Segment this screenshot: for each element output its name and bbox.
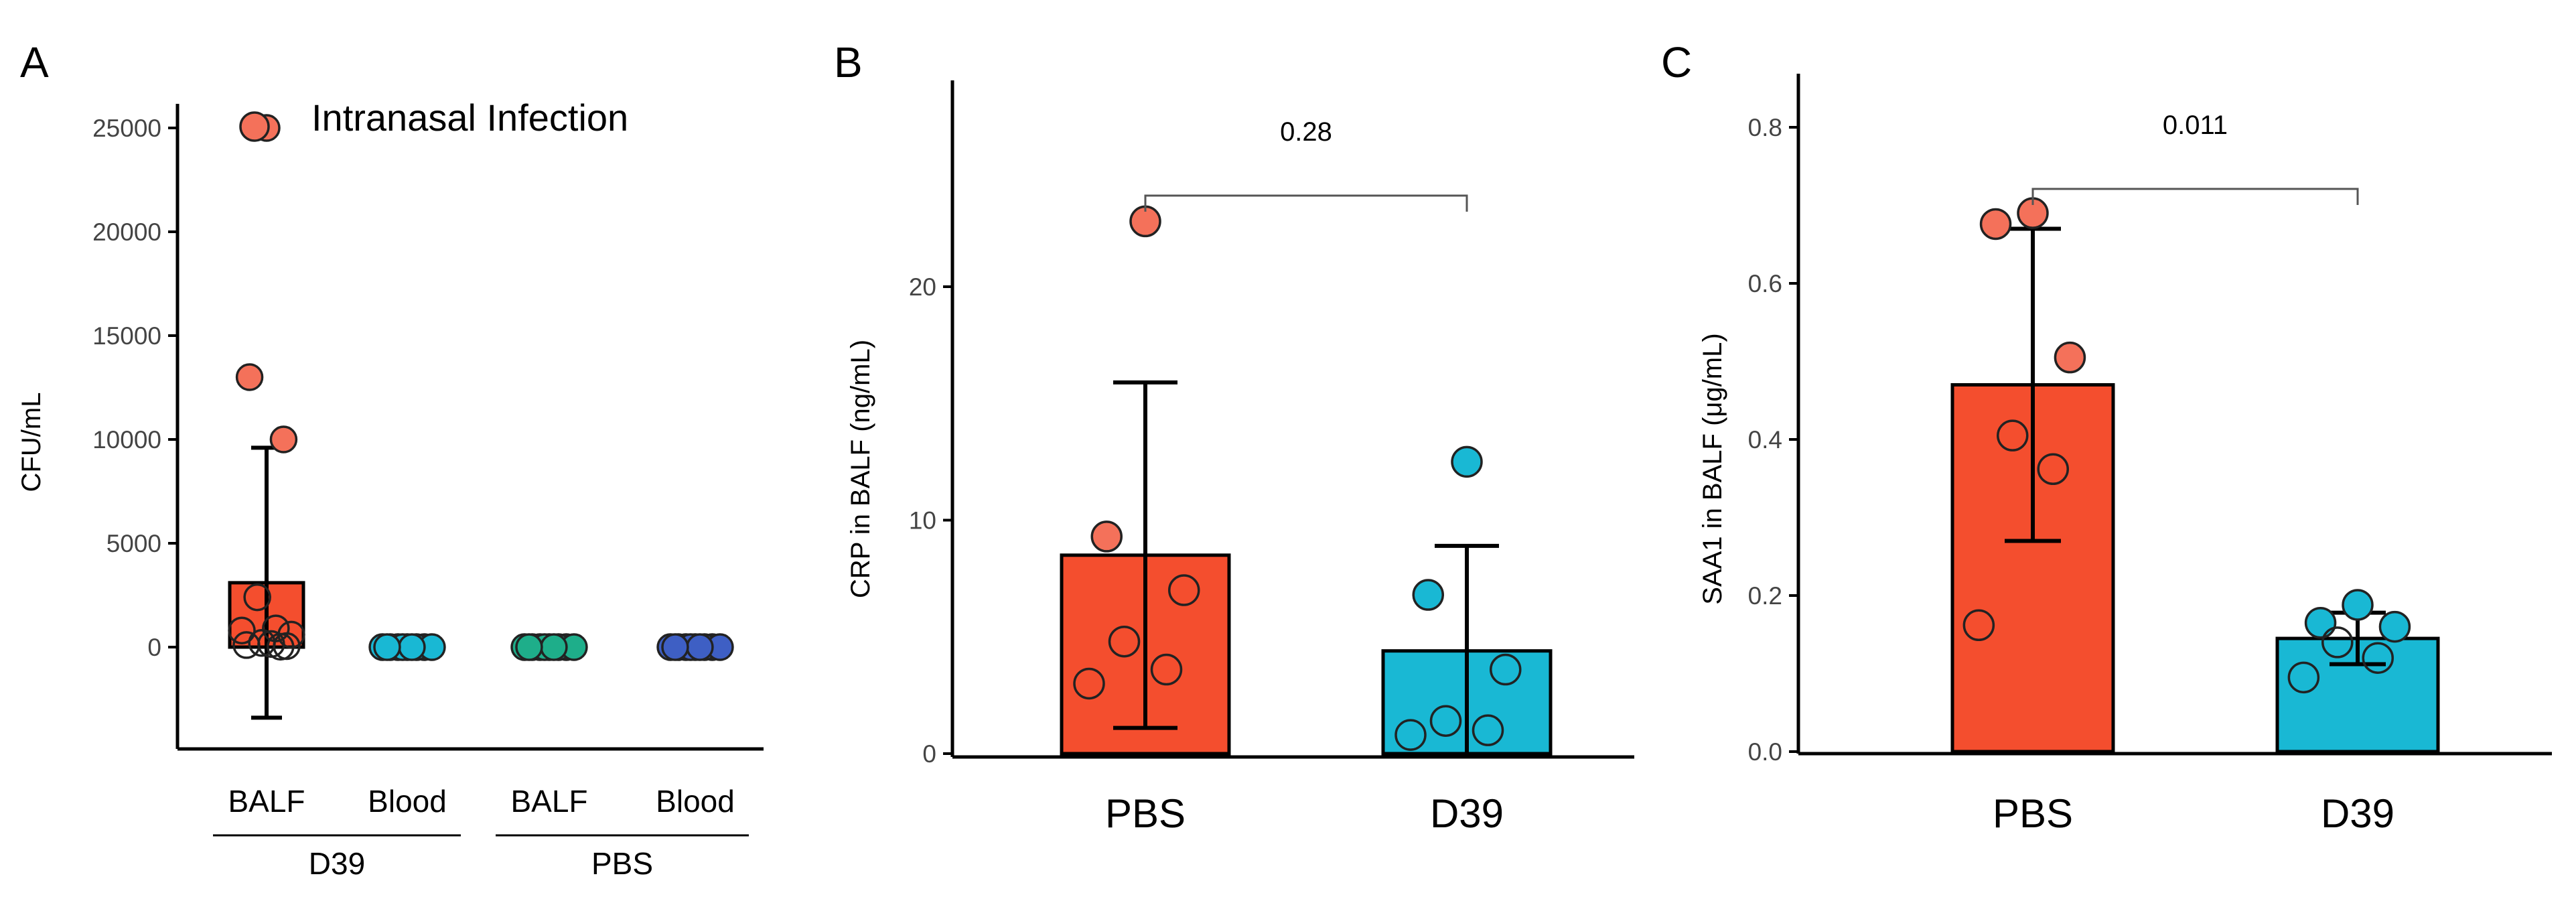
data-point — [1394, 719, 1427, 751]
data-point — [1412, 579, 1444, 611]
panel-letter: C — [1661, 38, 1692, 86]
data-point — [1090, 520, 1123, 553]
panel-c: C 0.0 0.2 0.4 0.6 0.8 SAA1 in BALF (μg/mL) PBS D… — [1661, 38, 2552, 836]
y-tick-label: 0.2 — [1748, 582, 1782, 610]
legend-label: Intranasal Infection — [311, 96, 628, 139]
data-point — [1451, 445, 1483, 478]
data-point — [373, 633, 401, 661]
data-point — [1073, 667, 1105, 700]
data-point — [235, 363, 264, 391]
y-tick-label: 10000 — [92, 426, 161, 454]
data-point — [267, 632, 295, 661]
data-point — [2054, 341, 2086, 374]
panel-letter: A — [20, 38, 49, 86]
data-point — [540, 633, 568, 661]
x-tick-label: Blood — [656, 784, 735, 819]
x-tick-label: BALF — [510, 784, 587, 819]
y-tick-label: 0 — [147, 634, 161, 661]
y-tick-label: 0.0 — [1748, 738, 1782, 766]
data-point — [2362, 642, 2394, 674]
y-tick-label: 20000 — [92, 218, 161, 246]
data-point — [2287, 661, 2320, 694]
y-axis-label: CRP in BALF (ng/mL) — [846, 340, 875, 598]
y-axis-label: CFU/mL — [17, 393, 46, 492]
panel-letter: B — [834, 38, 863, 86]
data-point — [1150, 653, 1183, 686]
x-tick-label: BALF — [228, 784, 305, 819]
data-point — [1429, 705, 1462, 737]
y-axis-label: SAA1 in BALF (μg/mL) — [1698, 333, 1727, 604]
data-point — [2037, 453, 2069, 486]
panel-a: A 0 5000 10000 15000 20000 25000 CFU/mL BALF Bloo… — [17, 38, 764, 881]
data-point — [1472, 714, 1504, 746]
x-tick-label: D39 — [2321, 791, 2394, 836]
group-label: D39 — [309, 846, 365, 881]
y-tick-label: 0 — [922, 740, 936, 768]
y-tick-label: 20 — [909, 273, 936, 301]
data-point — [1490, 653, 1522, 686]
p-value-label: 0.011 — [2163, 111, 2228, 140]
x-tick-label: Blood — [368, 784, 447, 819]
data-point — [515, 633, 543, 661]
data-point — [686, 633, 714, 661]
data-point — [2304, 607, 2337, 639]
data-point — [661, 633, 689, 661]
y-tick-label: 0.4 — [1748, 426, 1782, 454]
data-point — [269, 425, 298, 454]
data-point — [2342, 589, 2374, 621]
y-tick-label: 5000 — [106, 530, 161, 557]
group-label: PBS — [591, 846, 653, 881]
data-point — [228, 616, 256, 644]
y-tick-label: 0.6 — [1748, 270, 1782, 297]
data-point — [2378, 610, 2411, 643]
x-tick-label: D39 — [1430, 791, 1504, 836]
significance-bracket — [2031, 188, 2359, 205]
y-tick-label: 15000 — [92, 322, 161, 350]
x-tick-label: PBS — [1105, 791, 1186, 836]
legend-marker — [239, 111, 270, 142]
data-point — [1962, 609, 1995, 642]
data-point — [243, 583, 271, 612]
data-point — [1997, 419, 2029, 452]
data-point — [1979, 208, 2012, 240]
data-point — [2321, 626, 2354, 658]
y-tick-label: 25000 — [92, 115, 161, 142]
p-value-label: 0.28 — [1280, 117, 1332, 147]
data-point — [398, 633, 426, 661]
data-point — [1108, 625, 1141, 658]
panel-b: B 0 10 20 CRP in BALF (ng/mL) PBS D39 0.28 — [834, 38, 1634, 836]
significance-bracket — [1144, 194, 1468, 212]
data-point — [232, 631, 261, 659]
y-tick-label: 10 — [909, 507, 936, 535]
data-point — [1168, 574, 1200, 606]
y-tick-label: 0.8 — [1748, 114, 1782, 141]
x-tick-label: PBS — [1993, 791, 2073, 836]
